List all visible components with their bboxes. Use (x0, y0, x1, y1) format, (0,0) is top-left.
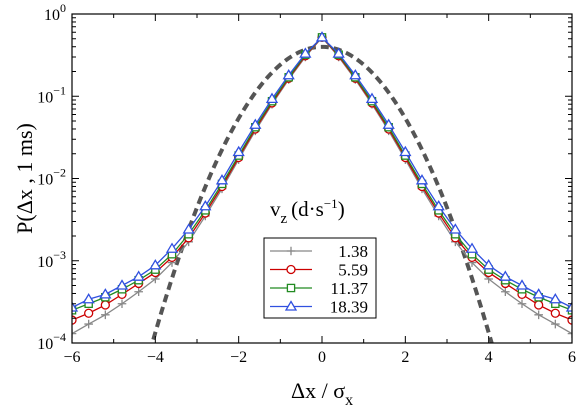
x-tick-label: 2 (401, 349, 409, 366)
data-point (199, 199, 212, 211)
data-point (99, 288, 112, 299)
data-point (465, 242, 479, 253)
legend-marker (284, 300, 298, 311)
legend-title-unit: (d·s (291, 197, 324, 221)
data-point (534, 310, 543, 320)
data-point (515, 279, 529, 290)
data-point (482, 259, 495, 270)
data-point (72, 301, 79, 312)
data-point (565, 301, 572, 312)
data-point (84, 308, 94, 318)
y-tick-label: 10−2 (37, 166, 66, 189)
data-point (265, 92, 279, 103)
data-point (149, 259, 162, 270)
data-point (332, 47, 345, 58)
data-point (182, 223, 195, 234)
legend-item-11.37: 11.37 (270, 279, 368, 298)
gaussian-reference-curve (150, 44, 494, 343)
y-tick-label: 10−3 (37, 248, 66, 271)
plot-area (72, 31, 572, 343)
data-point (532, 288, 545, 299)
y-tick-label: 10−4 (37, 330, 66, 353)
legend-title-sup: −1 (324, 196, 338, 211)
legend-label: 11.37 (330, 279, 368, 298)
data-point (517, 299, 527, 309)
x-tick-label: −6 (63, 349, 80, 366)
legend-marker (286, 246, 296, 256)
x-tick-label: 4 (485, 349, 493, 366)
y-tick-label: 10−1 (37, 83, 66, 106)
tick-labels: −6 −4 −2 0 2 4 6 10−4 10−3 10−2 10−1 100 (37, 1, 576, 366)
x-axis-title: Δx / σx (291, 378, 353, 408)
data-point (349, 68, 362, 80)
data-point (501, 287, 510, 297)
data-point (249, 118, 262, 129)
legend-marker (286, 264, 296, 275)
legend-marker (286, 283, 296, 293)
data-point (232, 145, 245, 157)
data-point (315, 31, 329, 42)
data-point (551, 319, 560, 329)
x-tick-label: 0 (318, 349, 326, 366)
data-point (415, 174, 429, 185)
data-point (72, 329, 77, 338)
x-tick-label: −4 (147, 349, 164, 366)
data-point (165, 242, 179, 253)
series-18.39 (72, 31, 572, 312)
legend-item-1.38: 1.38 (270, 242, 368, 261)
legend-title: vz (d·s−1) (270, 196, 345, 227)
legend-label: 1.38 (338, 242, 368, 261)
legend-title-sub: z (281, 211, 288, 227)
legend-label: 5.59 (338, 261, 368, 280)
data-point (101, 310, 110, 320)
data-point (84, 319, 93, 329)
data-point (550, 308, 560, 318)
data-point (432, 199, 445, 211)
x-tick-label: −2 (230, 349, 247, 366)
x-tick-label: 6 (568, 349, 576, 366)
data-point (567, 329, 572, 338)
data-point (499, 270, 512, 281)
legend-title-close: ) (338, 197, 345, 221)
data-point (215, 174, 229, 185)
data-point (82, 293, 95, 304)
data-point (534, 300, 544, 310)
legend-label: 18.39 (330, 298, 368, 317)
legend-item-5.59: 5.59 (270, 261, 368, 280)
data-point (449, 223, 462, 234)
data-point (382, 118, 395, 129)
axis-ticks (71, 13, 573, 344)
y-tick-label: 100 (44, 1, 66, 24)
data-point (549, 293, 562, 304)
data-point (117, 299, 127, 309)
data-point (134, 287, 143, 297)
data-point (399, 145, 412, 157)
data-point (132, 270, 145, 281)
data-point (299, 47, 312, 58)
legend-title-v: v (270, 197, 281, 221)
data-point (282, 68, 295, 80)
legend-item-18.39: 18.39 (270, 298, 368, 317)
data-point (100, 300, 110, 310)
data-point (365, 92, 379, 103)
data-point (115, 279, 129, 290)
y-axis-title: P(Δx , 1 ms) (12, 123, 37, 234)
